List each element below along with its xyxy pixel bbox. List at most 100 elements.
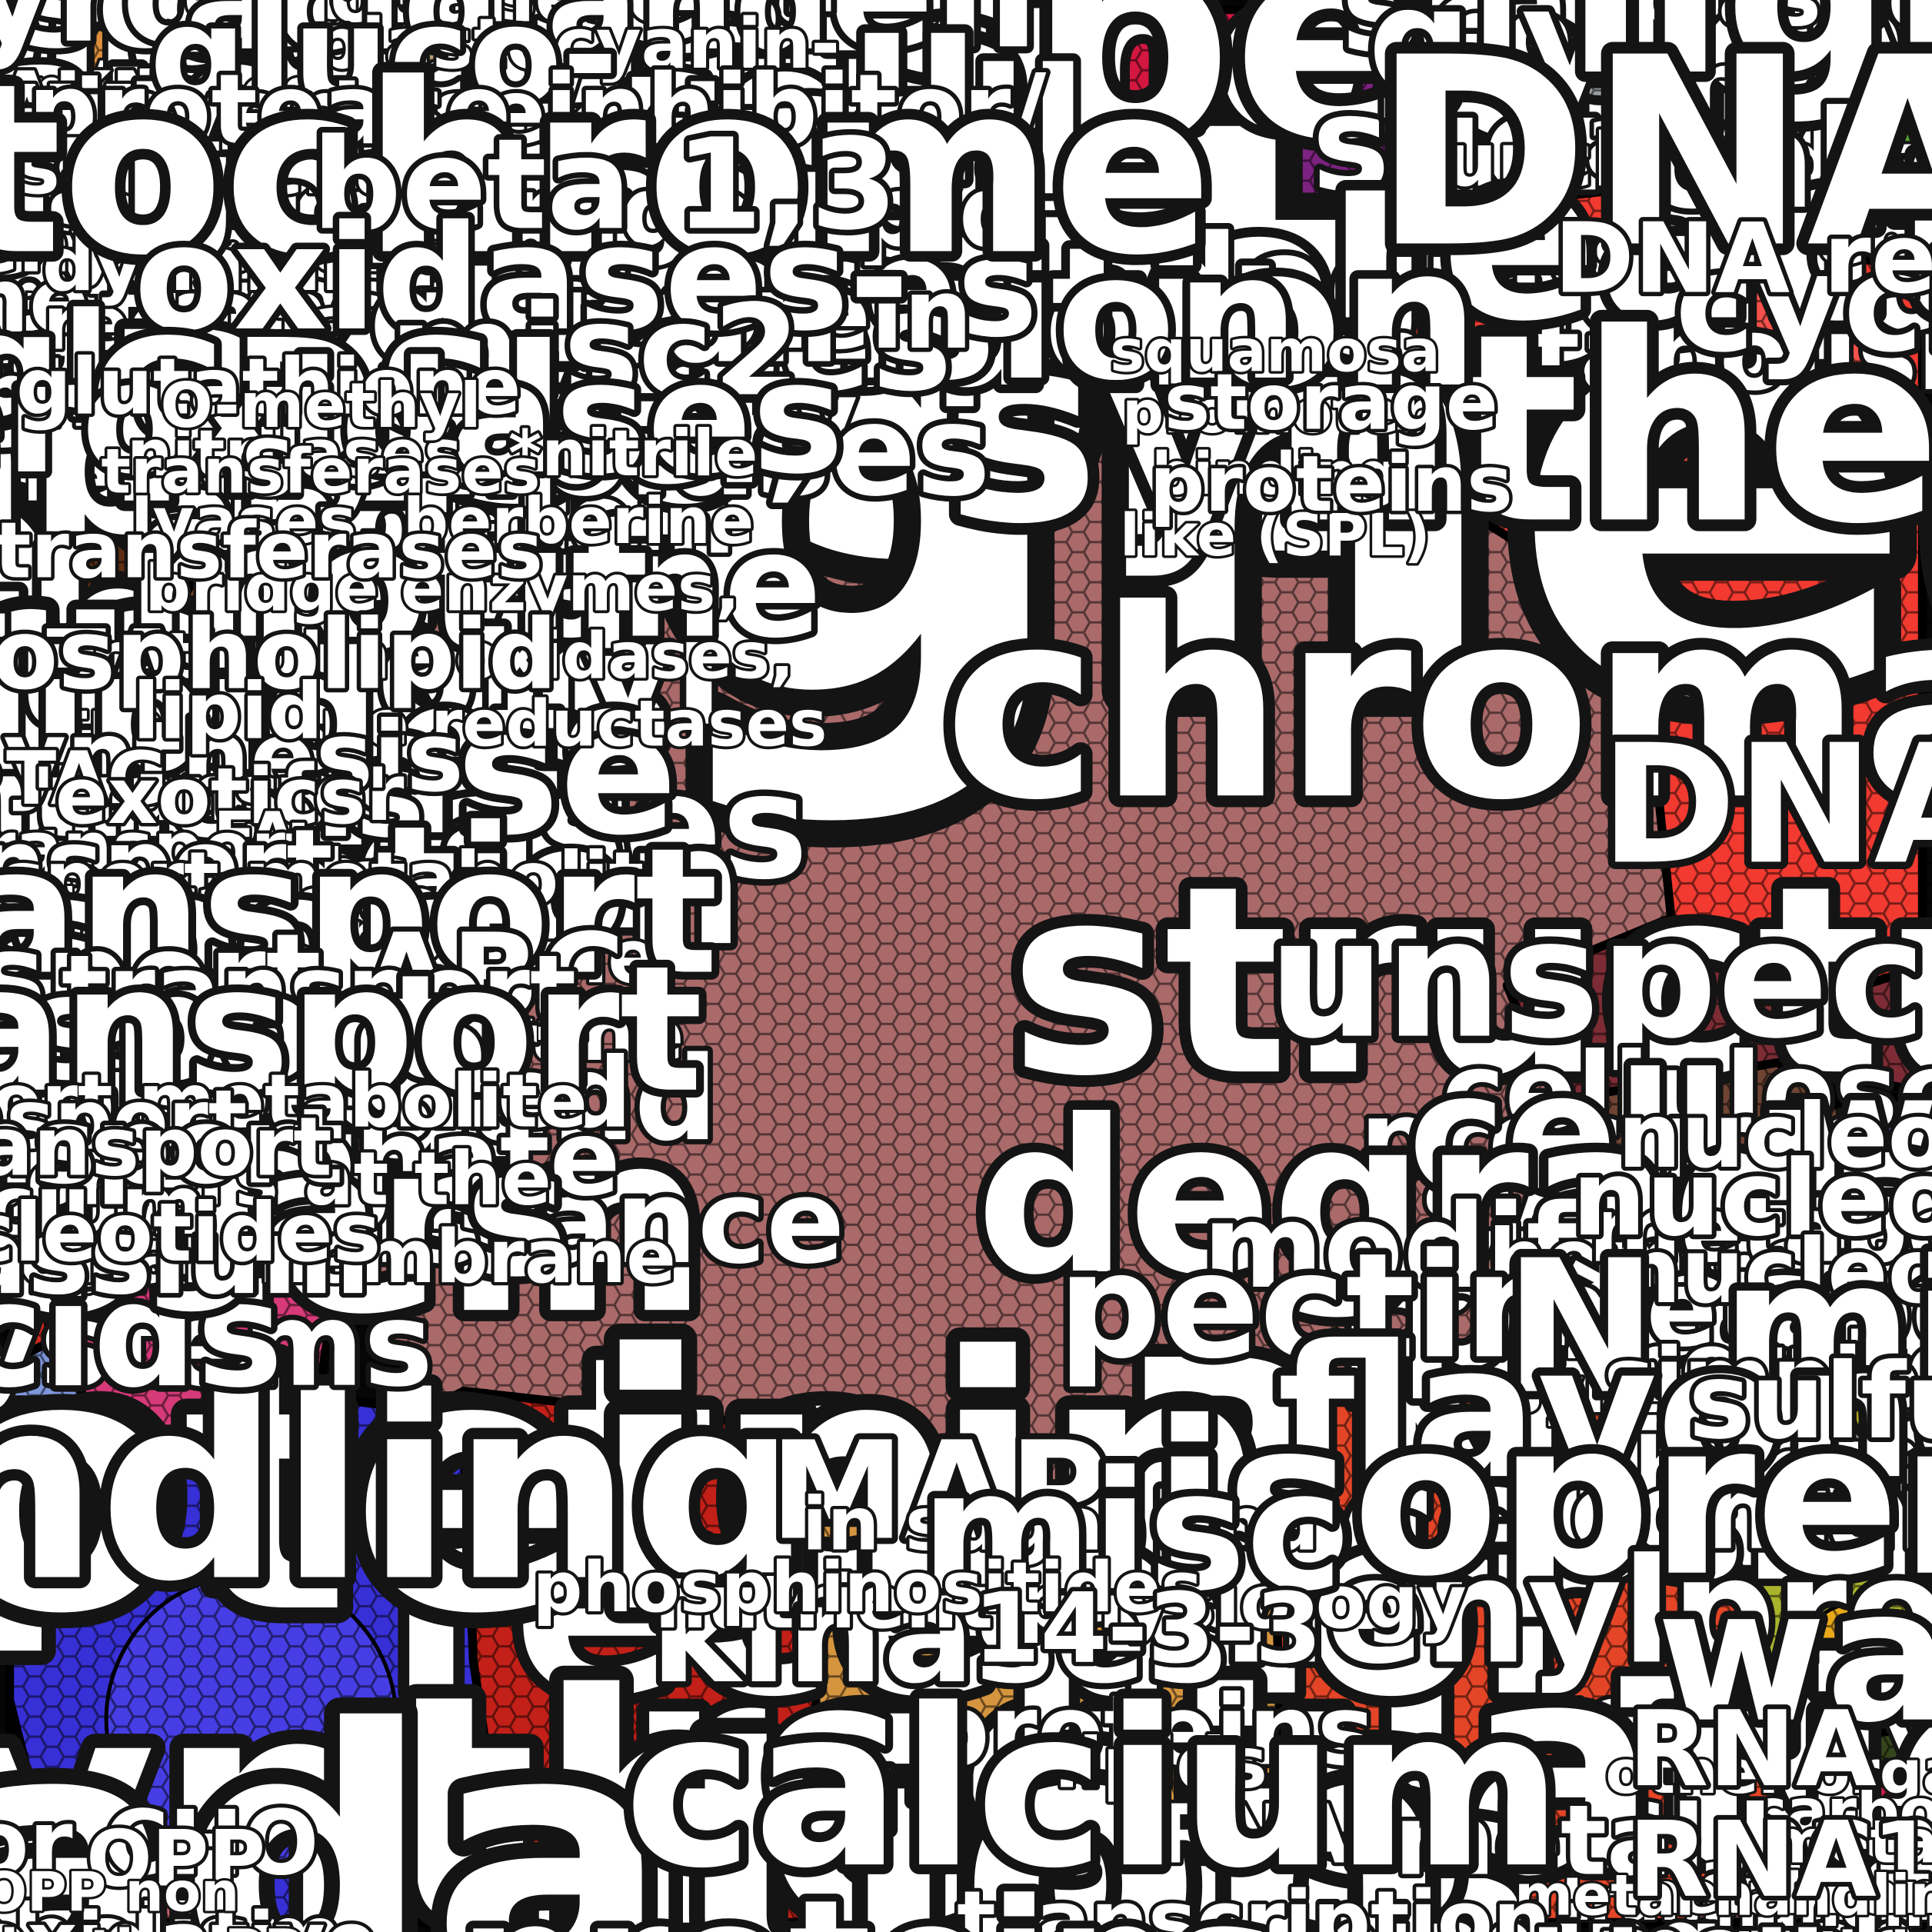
label-rhodanese: rhodanese xyxy=(242,0,678,39)
label-transport-peptides: transportpeptides andoligopeptides xyxy=(0,808,447,1126)
label-transport-potassium: transportpotassium xyxy=(0,1085,371,1317)
label-light-reaction: lightreaction xyxy=(1326,0,1932,372)
label-nucleotide-degradation: nucleotidemetabolismdegradation xyxy=(1576,1085,1932,1377)
label-precursor-synthesis: precursor synthesis xyxy=(1360,1078,1932,1314)
label-simple-phenols: simple phenols xyxy=(1573,1330,1932,1519)
label-amino-acid-synthesis: aminoacidsynthesis xyxy=(0,61,645,758)
label-transport-nucleotides: transportnucleotides xyxy=(0,1099,381,1280)
label-minor-cho-metabolism: minor CHOmetabolism xyxy=(0,1793,344,1932)
label-metal-handling-acquisition: metal handlingacquisition xyxy=(1623,1861,1932,1932)
label-calcium-signalling: calcium xyxy=(624,1661,1563,1916)
label-phospholipid-synthesis: Phospholipidsynthesis xyxy=(0,598,558,813)
label-fa-desaturation: FA desaturation xyxy=(32,798,479,936)
label-transport-sulphate: transportsulphate xyxy=(0,808,318,962)
label-other-organic-acid: other organicacidtransformations xyxy=(1561,1738,1932,1932)
label-cell-cell-death: cell cell death xyxy=(535,207,814,353)
label-tag-synthesis: TAGsynthesis xyxy=(0,735,284,899)
label-fa-synthesis-elongation: FAsynthesisand FAelongation xyxy=(0,605,464,1109)
label-hemicellulose-synthesis: hemicellulosesynthesis xyxy=(1488,1211,1932,1392)
label-protease-inhibitor-ltp: protease inhibitor/seed storage/lipid tra… xyxy=(28,53,1046,576)
label-gluconeogenesis: gluconeogenesis/glyoxylate cycle xyxy=(0,0,491,113)
label-transport-cyclic-nucleotide: transport cyclicnucleotide or calciumreg… xyxy=(0,866,351,1044)
label-squamosa-spl: squamosa promoter binding like (SPL) xyxy=(1110,317,1440,569)
label-in-sugar-nutrient-physiology: in sugar and nutrient physiology xyxy=(655,1481,1467,1645)
label-cell-division: cell division xyxy=(536,32,1300,419)
label-tetrapyrrole: tetrapyrrolesynthesis xyxy=(1537,1662,1932,1877)
label-calvin-cycle: calvincycle xyxy=(1644,82,1932,382)
label-cofactor-vitamine-metabolism: Co-factorandvitaminemetabolism xyxy=(1359,0,1932,413)
label-cell-cycle: cellcycle xyxy=(411,0,964,301)
label-lipid-transfer-proteins: lipid transfer proteins etc xyxy=(46,667,409,1003)
label-rna-processing: RNAprocessing xyxy=(1029,1253,1932,1617)
label-o-methyl-transferases: O-methyl transferases xyxy=(102,369,541,507)
label-cell-vesicle-transport: cellvesicletransport xyxy=(477,0,1301,411)
label-nitrilases-group: nitrilases, *nitrile lyases, berberine bri… xyxy=(58,416,827,761)
label-cell-organisation: cell organisation xyxy=(105,2,1479,431)
label-gluco-galacto-mannosidases: gluco-,galacto-andmannosidases xyxy=(0,0,952,421)
label-unspecified: unspecified xyxy=(451,0,1932,203)
label-transport-calcium: transportcalcium xyxy=(0,1072,247,1253)
label-pdc: PDC xyxy=(0,216,122,319)
label-protein-handling: proteinhandling xyxy=(0,1077,812,1637)
label-mito-electron-transport: mitochondrialelectrontransport/ATPsynthe… xyxy=(0,683,383,1052)
label-wax: wax xyxy=(1657,1550,1932,1764)
label-transport-amino-acids: transportaminoacids xyxy=(0,944,458,1420)
label-rna-regulation-of-transcription: RNAregulationoftranscription xyxy=(414,1300,1932,1932)
label-udp-glucosyl-transferases: UDPglucosylandglucoronyltransferases xyxy=(0,129,808,912)
label-plastid-branch: plastidbranch xyxy=(1631,0,1932,130)
label-dna-synthesis-chromatin: DNAsynthesis/chromatinstructure xyxy=(944,2,1932,1134)
label-tca: TCA xyxy=(1620,1632,1932,1887)
label-misc-redox: misc xyxy=(17,0,315,103)
label-phosphinositides: phosphinositides xyxy=(533,1547,1203,1628)
label-n-misc: N misc xyxy=(1504,1221,1932,1435)
label-polyamine-metabolism: polyaminemetabolismsynthesis xyxy=(0,306,249,516)
label-cell-wall-proteins: cell wallproteins xyxy=(1399,1038,1932,1403)
label-cell-wall-degradation: degradation xyxy=(976,1075,1932,1322)
label-transport-metabolite-mito: transport metabolitetransporters at them… xyxy=(0,1058,676,1299)
label-gdsl-motif-lipase: GDSL-motif lipase xyxy=(88,303,684,874)
label-plastocyanin-like: plastocyanin-like xyxy=(311,4,840,158)
label-transport-metal: transportmetal xyxy=(0,811,718,1198)
label-cell-wall-modification: modification xyxy=(1203,1179,1932,1314)
label-nucleotide-salvage: nucleotidemetabolismsalvage xyxy=(1537,1138,1932,1481)
label-pectinesterases: pectin*esterases xyxy=(1058,1222,1932,1391)
label-map-kinases: MAP kinases xyxy=(651,1414,1227,1714)
label-flavonoids: flavonoids xyxy=(1277,1306,1932,1520)
label-biotic-stress: bioticstress xyxy=(0,177,612,850)
label-storage-proteins: storage proteins xyxy=(1150,358,1513,530)
label-akn: AKN xyxy=(0,55,172,142)
label-ldh: LDH xyxy=(0,271,105,338)
label-protein-synthesis: proteinsynthesis xyxy=(0,1288,1470,1932)
label-starch-sucrose-degradation: starch/sucrosedegradation xyxy=(1145,0,1932,360)
label-unclear-dually-targeted: unclear/duallytargeted xyxy=(1445,117,1932,281)
label-short-chain-dehydrogenase: short chaindehydrogenase/reductase(SDR) xyxy=(0,125,582,445)
label-nucleotide-synthesis: nucleotidemetabolismsynthesis xyxy=(1588,1221,1932,1512)
label-transport-light: transport xyxy=(0,758,659,971)
label-opp-non-reductive: OPP nonreductive PP xyxy=(0,1860,304,1932)
label-lipid-degradation: lipiddegradation xyxy=(0,618,743,982)
label-apr: APR xyxy=(0,72,155,158)
label-cellulose-synthesis: cellulosesynthesis xyxy=(1421,1030,1932,1266)
label-transport-metabolite-envelope: transport metabolitetransporters at thee… xyxy=(0,836,694,1078)
label-transport-misc: transportmisc xyxy=(0,836,525,1223)
label-beta-13-glucan-hydrolases: beta 1,3 glucan hydrolases xyxy=(219,111,991,524)
label-phenylpropanoids: phenylpropanoids xyxy=(1119,1527,1932,1696)
label-cytochrome-p450: cytochromeP450 xyxy=(0,34,1213,557)
label-amino-acid-degradation: amino aciddegradation xyxy=(0,98,691,420)
label-metal-handling-regulation: metal handlingregulation xyxy=(1514,1863,1932,1932)
label-transport-phosphate: transport phosphate xyxy=(0,987,621,1219)
label-dna-unspecified: DNAunspecified xyxy=(1268,710,1932,1074)
label-glutaredoxins: glutaredoxins xyxy=(0,5,899,195)
label-isoprenoids: isoprenoids xyxy=(1153,1377,1932,1624)
label-dismutases-catalases: dismutasesandcatalases xyxy=(0,55,321,258)
label-transport-nitrate: transport nitrate xyxy=(123,894,514,1058)
label-metal-handling-small: metalhandling xyxy=(1715,1808,1932,1932)
label-stress-tile: stress xyxy=(0,589,222,692)
label-peroxidases: peroxidases xyxy=(0,328,844,508)
label-thioredoxin: thioredoxin xyxy=(0,0,784,132)
label-misc2: misc2 xyxy=(390,277,801,424)
label-ammonia-assimilation: ammoniaassimilation xyxy=(0,1163,261,1309)
